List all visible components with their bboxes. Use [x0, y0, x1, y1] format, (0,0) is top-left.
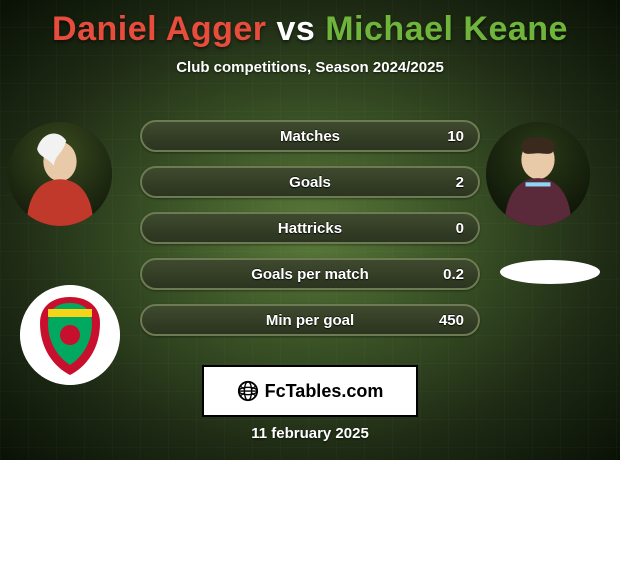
globe-icon [237, 380, 259, 402]
player1-name: Daniel Agger [52, 10, 266, 48]
player2-avatar [486, 122, 590, 226]
player2-club-crest [500, 260, 600, 284]
player2-name: Michael Keane [325, 10, 568, 48]
stat-label: Min per goal [202, 312, 418, 329]
stat-row: Goals2 [140, 166, 480, 198]
stat-right-value: 0 [418, 220, 478, 237]
vs-separator: vs [276, 10, 315, 48]
page-title: Daniel Agger vs Michael Keane [0, 0, 620, 49]
fctables-logo: FcTables.com [202, 365, 418, 417]
stat-label: Matches [202, 128, 418, 145]
bottom-white-band [0, 460, 620, 580]
stat-right-value: 10 [418, 128, 478, 145]
fctables-logo-text: FcTables.com [265, 381, 384, 402]
player2-avatar-svg [486, 122, 590, 226]
stat-label: Goals [202, 174, 418, 191]
stat-label: Hattricks [202, 220, 418, 237]
player1-club-crest [20, 285, 120, 385]
subtitle: Club competitions, Season 2024/2025 [0, 59, 620, 76]
comparison-card: Daniel Agger vs Michael Keane Club compe… [0, 0, 620, 580]
stats-bars: Matches10 Goals2 Hattricks0 Goals per match… [140, 120, 480, 350]
comparison-date: 11 february 2025 [0, 425, 620, 442]
player1-avatar-svg [8, 122, 112, 226]
stat-row: Matches10 [140, 120, 480, 152]
player1-avatar [8, 122, 112, 226]
stat-right-value: 450 [418, 312, 478, 329]
player1-club-crest-svg [20, 285, 120, 385]
stat-right-value: 0.2 [418, 266, 478, 283]
stat-row: Goals per match0.2 [140, 258, 480, 290]
stat-row: Min per goal450 [140, 304, 480, 336]
stat-label: Goals per match [202, 266, 418, 283]
stat-right-value: 2 [418, 174, 478, 191]
stat-row: Hattricks0 [140, 212, 480, 244]
